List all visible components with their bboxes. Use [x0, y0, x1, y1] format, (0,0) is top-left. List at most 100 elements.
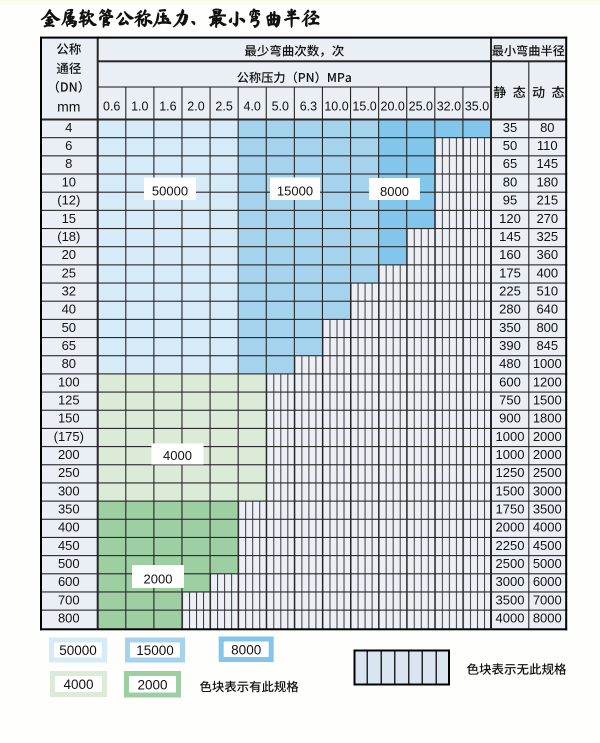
svg-text:(18): (18)	[57, 229, 80, 244]
svg-text:80: 80	[540, 120, 554, 135]
svg-text:2500: 2500	[533, 465, 562, 480]
svg-text:32: 32	[62, 283, 76, 298]
svg-text:2000: 2000	[533, 447, 562, 462]
svg-text:4000: 4000	[163, 448, 192, 463]
svg-text:4500: 4500	[533, 538, 562, 553]
svg-text:480: 480	[499, 356, 521, 371]
svg-text:350: 350	[499, 320, 521, 335]
svg-text:50000: 50000	[152, 184, 188, 199]
svg-text:80: 80	[503, 174, 517, 189]
svg-text:160: 160	[499, 247, 521, 262]
svg-text:10.0: 10.0	[324, 99, 348, 113]
svg-text:360: 360	[536, 247, 558, 262]
svg-text:15000: 15000	[277, 184, 313, 199]
svg-text:400: 400	[58, 520, 80, 535]
svg-text:450: 450	[58, 538, 80, 553]
svg-text:350: 350	[58, 502, 80, 517]
svg-text:4: 4	[65, 120, 72, 135]
svg-text:150: 150	[58, 411, 80, 426]
svg-text:8: 8	[65, 156, 72, 171]
svg-text:180: 180	[536, 174, 558, 189]
svg-text:145: 145	[499, 229, 521, 244]
svg-text:4000: 4000	[496, 611, 525, 626]
svg-text:10: 10	[62, 174, 76, 189]
svg-text:1000: 1000	[533, 356, 562, 371]
svg-text:145: 145	[536, 156, 558, 171]
svg-text:1000: 1000	[496, 447, 525, 462]
svg-text:95: 95	[503, 193, 517, 208]
svg-text:25.0: 25.0	[409, 99, 433, 113]
svg-text:mm: mm	[57, 99, 80, 115]
svg-text:8000: 8000	[380, 184, 409, 199]
svg-text:5000: 5000	[533, 556, 562, 571]
svg-text:6.3: 6.3	[300, 99, 317, 113]
svg-text:(12): (12)	[57, 193, 80, 208]
svg-text:2250: 2250	[496, 538, 525, 553]
svg-text:50: 50	[503, 138, 517, 153]
svg-text:20: 20	[62, 247, 76, 262]
svg-text:325: 325	[536, 229, 558, 244]
svg-text:125: 125	[58, 393, 80, 408]
svg-text:0.6: 0.6	[103, 99, 120, 113]
svg-text:2000: 2000	[496, 520, 525, 535]
svg-text:1750: 1750	[496, 502, 525, 517]
svg-text:3500: 3500	[533, 502, 562, 517]
svg-text:2500: 2500	[496, 556, 525, 571]
svg-text:270: 270	[536, 211, 558, 226]
svg-text:6000: 6000	[533, 574, 562, 589]
svg-text:2000: 2000	[137, 677, 167, 692]
svg-text:65: 65	[503, 156, 517, 171]
svg-text:800: 800	[58, 611, 80, 626]
svg-text:8000: 8000	[533, 611, 562, 626]
svg-text:390: 390	[499, 338, 521, 353]
svg-text:1800: 1800	[533, 411, 562, 426]
svg-text:500: 500	[58, 556, 80, 571]
svg-text:(175): (175)	[54, 429, 84, 444]
svg-text:1200: 1200	[533, 374, 562, 389]
svg-text:15.0: 15.0	[352, 99, 376, 113]
svg-text:5.0: 5.0	[272, 99, 289, 113]
svg-text:35.0: 35.0	[465, 99, 489, 113]
svg-text:700: 700	[58, 592, 80, 607]
svg-text:1.0: 1.0	[131, 99, 148, 113]
svg-text:250: 250	[58, 465, 80, 480]
svg-text:50000: 50000	[59, 643, 97, 658]
svg-text:800: 800	[536, 320, 558, 335]
svg-text:750: 750	[499, 393, 521, 408]
svg-text:7000: 7000	[533, 592, 562, 607]
svg-text:110: 110	[537, 138, 558, 153]
svg-text:600: 600	[499, 374, 521, 389]
svg-text:20.0: 20.0	[381, 99, 405, 113]
svg-text:175: 175	[499, 265, 521, 280]
svg-text:600: 600	[58, 574, 80, 589]
svg-text:400: 400	[536, 265, 558, 280]
svg-text:3000: 3000	[496, 574, 525, 589]
svg-text:1500: 1500	[533, 393, 562, 408]
svg-text:280: 280	[499, 302, 521, 317]
svg-text:8000: 8000	[231, 642, 261, 657]
svg-text:900: 900	[499, 411, 521, 426]
svg-text:15000: 15000	[136, 643, 174, 658]
svg-text:2.5: 2.5	[215, 99, 232, 113]
svg-text:3500: 3500	[496, 592, 525, 607]
svg-text:50: 50	[62, 320, 76, 335]
svg-text:1500: 1500	[496, 483, 525, 498]
svg-text:2000: 2000	[533, 429, 562, 444]
svg-text:1.6: 1.6	[159, 99, 176, 113]
svg-text:300: 300	[58, 483, 80, 498]
svg-text:25: 25	[62, 265, 76, 280]
svg-text:510: 510	[536, 283, 558, 298]
svg-text:1250: 1250	[496, 465, 525, 480]
svg-text:3000: 3000	[533, 483, 562, 498]
svg-text:2000: 2000	[144, 571, 173, 586]
svg-text:845: 845	[536, 338, 558, 353]
svg-text:40: 40	[62, 302, 76, 317]
svg-text:6: 6	[65, 138, 72, 153]
svg-text:4000: 4000	[63, 677, 93, 692]
svg-text:80: 80	[62, 356, 76, 371]
svg-text:1000: 1000	[496, 429, 525, 444]
svg-text:15: 15	[62, 211, 76, 226]
svg-text:100: 100	[58, 374, 80, 389]
svg-text:215: 215	[536, 193, 558, 208]
svg-text:2.0: 2.0	[187, 99, 204, 113]
